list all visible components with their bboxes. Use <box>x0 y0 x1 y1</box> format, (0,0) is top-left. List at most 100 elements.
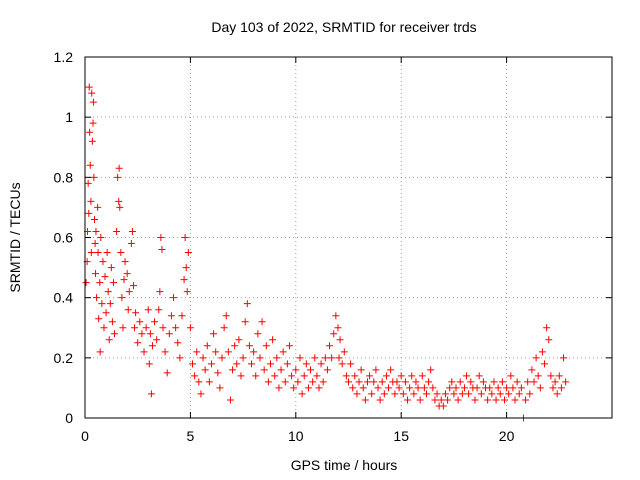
data-point <box>359 384 367 392</box>
data-point <box>334 324 342 332</box>
data-point <box>522 396 530 404</box>
data-point <box>490 378 498 386</box>
data-point <box>460 384 468 392</box>
data-point <box>338 360 346 368</box>
data-point <box>170 294 178 302</box>
data-point <box>323 366 331 374</box>
data-point <box>85 83 93 91</box>
data-point <box>97 234 105 241</box>
data-point <box>290 384 298 392</box>
data-point <box>302 360 310 368</box>
x-tick-label: 20 <box>499 428 515 444</box>
data-point <box>193 348 201 356</box>
data-point <box>226 396 234 404</box>
data-point <box>317 360 325 368</box>
data-point <box>452 384 460 392</box>
data-point <box>159 324 167 332</box>
data-point <box>212 348 220 356</box>
data-point <box>311 354 319 362</box>
data-point <box>551 378 559 386</box>
data-point <box>132 309 140 317</box>
data-point <box>178 312 186 320</box>
data-point <box>528 366 536 374</box>
data-point <box>87 197 95 205</box>
data-point <box>115 164 123 172</box>
data-point <box>296 354 304 362</box>
data-point <box>393 378 401 386</box>
data-point <box>429 384 437 392</box>
data-point <box>107 264 115 272</box>
tick-labels: 0 0.2 0.4 0.6 0.8 1 1.2 0 5 10 15 20 <box>54 49 515 444</box>
data-point <box>205 378 213 386</box>
data-point <box>167 312 175 320</box>
data-point <box>530 378 538 386</box>
data-point <box>441 390 449 398</box>
data-point <box>549 384 557 392</box>
data-point <box>332 312 340 320</box>
data-point <box>96 279 104 287</box>
data-point <box>285 342 293 350</box>
data-point <box>408 372 416 380</box>
data-point <box>536 384 544 392</box>
data-point <box>138 330 146 338</box>
chart-title: Day 103 of 2022, SRMTID for receiver trd… <box>211 19 476 35</box>
data-point <box>191 372 199 380</box>
data-point <box>479 378 487 386</box>
data-point <box>416 396 424 404</box>
data-point <box>222 312 230 320</box>
data-point <box>463 372 471 380</box>
data-point <box>437 396 445 404</box>
data-point <box>496 390 504 398</box>
axis-ticks <box>84 56 612 419</box>
x-tick-label: 15 <box>393 428 409 444</box>
data-point <box>319 378 327 386</box>
data-point <box>357 366 365 374</box>
data-point <box>181 234 189 241</box>
data-point <box>557 384 565 392</box>
data-point <box>87 249 95 257</box>
data-point <box>543 324 551 332</box>
data-point <box>410 390 418 398</box>
data-point <box>547 372 555 380</box>
data-point <box>146 330 154 338</box>
data-point <box>165 330 173 338</box>
data-point <box>94 249 102 257</box>
data-point <box>526 390 534 398</box>
data-point <box>124 306 132 314</box>
data-point <box>380 390 388 398</box>
data-point <box>507 372 515 380</box>
data-point <box>84 179 92 187</box>
x-tick-label: 10 <box>288 428 304 444</box>
data-point <box>534 372 542 380</box>
data-point <box>475 372 483 380</box>
data-point <box>90 215 98 223</box>
data-point <box>347 360 355 368</box>
data-point <box>513 378 521 386</box>
y-tick-label: 1 <box>65 109 73 125</box>
data-point <box>203 342 211 350</box>
data-point <box>304 384 312 392</box>
data-point <box>488 390 496 398</box>
data-point <box>553 390 561 398</box>
data-point <box>98 300 106 308</box>
data-point <box>121 258 129 266</box>
data-point <box>218 354 226 362</box>
data-point <box>326 342 334 350</box>
data-point <box>524 378 532 386</box>
data-point <box>345 378 352 386</box>
data-point <box>129 282 137 290</box>
data-point <box>517 384 525 392</box>
data-point <box>235 336 243 344</box>
data-point <box>555 372 563 380</box>
data-point <box>511 396 519 404</box>
data-point <box>128 227 136 235</box>
data-point <box>349 384 357 392</box>
data-point <box>94 203 102 211</box>
data-point <box>108 318 116 326</box>
data-point <box>254 330 262 338</box>
data-point <box>391 390 399 398</box>
data-point <box>123 270 131 278</box>
data-point <box>477 390 485 398</box>
data-point <box>241 318 249 326</box>
grid-lines <box>85 57 612 418</box>
